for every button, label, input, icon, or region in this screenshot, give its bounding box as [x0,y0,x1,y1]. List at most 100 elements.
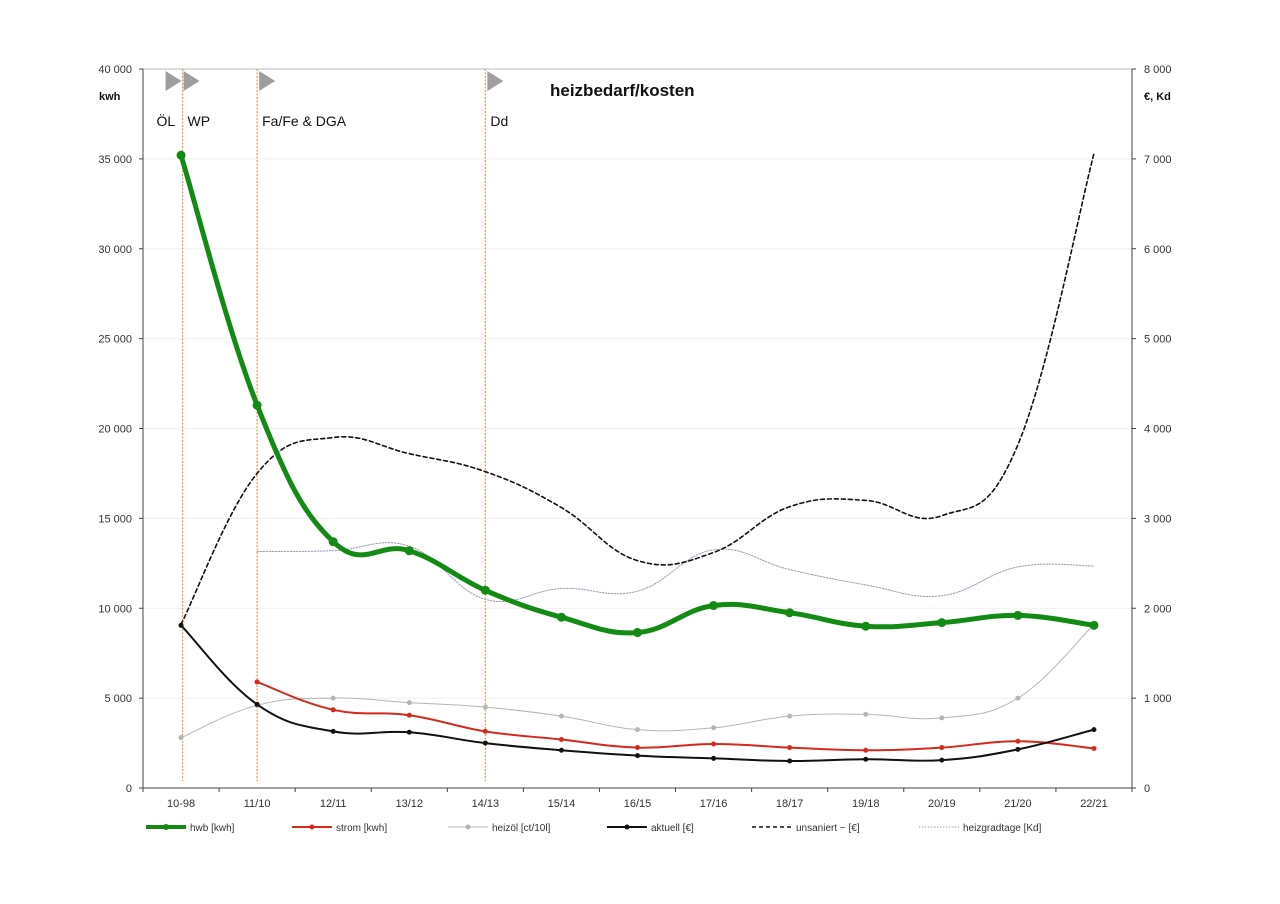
legend-item: heizöl [ct/10l] [448,823,551,834]
data-point [330,728,336,734]
x-tick-label: 22/21 [1080,798,1108,810]
event-triangle-marker [487,71,504,91]
data-point [556,612,566,622]
legend-marker [163,824,169,830]
right-tick-label: 4 000 [1144,424,1172,436]
legend-marker [309,824,315,830]
data-point [480,585,490,595]
data-point [1091,727,1097,733]
x-tick-label: 15/14 [548,798,576,810]
x-tick-label: 14/13 [472,798,500,810]
event-label: Dd [490,113,508,129]
left-tick-label: 25 000 [98,334,132,346]
legend-item: unsaniert ~ [€] [752,823,860,834]
series-line [256,542,1095,603]
series-hwb-kwh [176,150,1099,638]
data-point [711,755,717,761]
series-line [178,152,1097,636]
data-point [635,753,640,759]
data-point [787,745,793,751]
data-point [558,747,564,753]
event-label: Fa/Fe & DGA [262,113,347,129]
left-tick-label: 40 000 [98,64,132,76]
axes: 0 5 000 10 000 15 000 20 000 25 000 30 000 35 0… [98,64,1171,810]
event-triangle-marker [183,71,200,91]
right-tick-label: 6 000 [1144,244,1172,256]
left-tick-label: 35 000 [98,154,132,166]
data-point [785,608,795,618]
data-point [406,700,412,706]
left-tick-label: 10 000 [98,603,132,615]
data-point [482,740,488,746]
legend-label: heizgradtage [Kd] [963,823,1042,834]
legend: hwb [kwh] strom [kwh] heizöl [ct/10l] aktue… [146,823,1042,834]
left-tick-label: 20 000 [98,424,132,436]
series-heiz-l-ct-10l [178,621,1097,741]
data-point [939,757,945,763]
legend-label: unsaniert ~ [€] [796,823,860,834]
x-tick-label: 16/15 [624,798,652,810]
data-point [178,735,184,741]
data-point [863,711,869,717]
data-point [711,725,717,731]
x-tick-label: 10-98 [167,798,195,810]
legend-item: aktuell [€] [607,823,694,834]
data-point [406,712,412,718]
chart-title: heizbedarf/kosten [550,81,695,100]
series-unsaniert [180,152,1095,626]
x-tick-label: 18/17 [776,798,804,810]
data-point [861,621,871,631]
series [176,150,1099,764]
right-tick-label: 0 [1144,783,1150,795]
left-tick-label: 0 [126,783,132,795]
series-heizgradtage-kd [256,542,1095,603]
right-tick-label: 2 000 [1144,603,1172,615]
data-point [863,756,869,762]
legend-marker [465,824,471,830]
data-point [937,618,947,628]
left-tick-label: 15 000 [98,513,132,525]
event-label: WP [188,113,211,129]
legend-label: strom [kwh] [336,823,387,834]
data-point [406,729,412,735]
data-point [176,150,186,160]
data-point [328,537,338,547]
legend-label: heizöl [ct/10l] [492,823,551,834]
data-point [482,704,488,710]
data-point [711,741,717,747]
legend-item: heizgradtage [Kd] [919,823,1042,834]
data-point [254,679,260,685]
legend-marker [624,824,630,830]
data-point [939,745,945,751]
data-point [330,695,336,701]
event-triangle-marker [259,71,276,91]
data-point [635,745,640,751]
data-point [558,713,564,719]
data-point [787,713,793,719]
x-tick-label: 12/11 [320,798,347,810]
data-point [252,400,262,410]
data-point [1013,610,1023,620]
series-line [256,680,1095,752]
x-tick-label: 20/19 [928,798,956,810]
right-tick-label: 1 000 [1144,693,1172,705]
event-label: ÖL [157,112,176,129]
legend-item: hwb [kwh] [146,823,235,834]
x-tick-label: 19/18 [852,798,880,810]
series-line [180,624,1095,763]
right-tick-label: 3 000 [1144,513,1172,525]
left-axis-unit: kwh [99,91,121,103]
data-point [1015,738,1021,744]
right-tick-label: 8 000 [1144,64,1172,76]
event-triangle-marker [165,71,182,91]
legend-label: aktuell [€] [651,823,694,834]
left-tick-label: 5 000 [104,693,132,705]
right-axis-unit: €, Kd [1144,91,1171,103]
data-point [635,727,640,733]
series-line [180,623,1095,739]
series-strom-kwh [254,679,1097,753]
left-tick-label: 30 000 [98,244,132,256]
series-aktuell [178,622,1097,764]
data-point [1091,745,1097,751]
